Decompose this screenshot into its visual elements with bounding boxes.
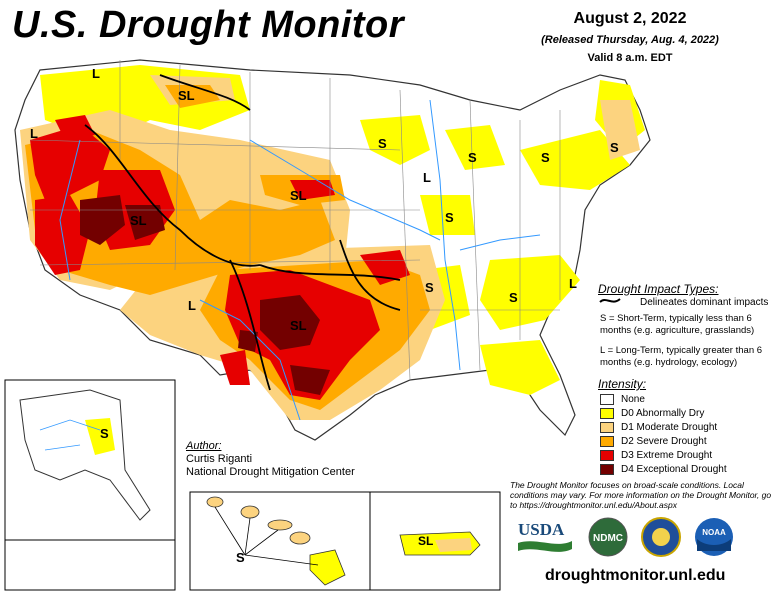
label-l-nm: L [188,298,196,313]
legend-row-d0: D0 Abnormally Dry [600,406,727,420]
legend-label: D1 Moderate Drought [621,421,718,433]
swatch-d3 [600,449,614,461]
legend-label: None [621,393,645,405]
noaa-logo-text: NOAA [702,528,726,537]
label-s-in: S [445,210,454,225]
puerto-rico-d1 [435,538,472,552]
label-sl-mt: SL [178,88,195,103]
intensity-title: Intensity: [598,377,647,391]
label-l-or: L [30,126,38,141]
impact-line-sample [599,298,621,303]
rivers [59,99,541,421]
label-sl-ut: SL [130,213,147,228]
legend-label: D3 Extreme Drought [621,449,713,461]
impact-labels: L SL L SL SL L SL S S L S S S S S L S S … [30,66,619,565]
disclaimer-note: The Drought Monitor focuses on broad-sca… [510,480,772,510]
map-date: August 2, 2022 [573,10,687,27]
alaska-shape [19,389,151,521]
usda-logo-text: USDA [518,520,565,539]
impact-types-title: Drought Impact Types: [598,282,719,296]
label-l-nc: L [569,276,577,291]
d4-areas [80,195,330,395]
swatch-d0 [600,407,614,419]
alaska-rivers [39,419,101,451]
swatch-d4 [600,463,614,475]
label-sl-tx: SL [290,318,307,333]
ndmc-logo-text: NDMC [593,533,623,544]
hawaii-islands [206,496,346,586]
ndmc-logo: NDMC [588,517,628,557]
author-org: National Drought Mitigation Center [186,466,355,478]
hawaii-pointers [214,506,319,566]
impact-long-term: L = Long-Term, typically greater than 6 … [600,345,763,368]
legend-label: D0 Abnormally Dry [621,407,705,419]
swatch-d2 [600,435,614,447]
swatch-d1 [600,421,614,433]
legend-label: D4 Exceptional Drought [621,463,727,475]
label-l-nw: L [92,66,100,81]
label-s-wi: S [378,136,387,151]
label-s-ar: S [425,280,434,295]
label-s-hi: S [236,550,245,565]
release-date: (Released Thursday, Aug. 4, 2022) [541,34,719,46]
map-title: U.S. Drought Monitor [12,4,405,46]
state-boundaries [29,60,561,381]
author-name: Curtis Riganti [186,453,253,465]
label-l-il: L [423,170,431,185]
swatch-none [600,393,614,405]
valid-time: Valid 8 a.m. EDT [587,52,673,64]
label-s-ga: S [509,290,518,305]
label-sl-pr: SL [418,534,433,548]
legend-row-none: None [600,392,727,406]
legend-row-d1: D1 Moderate Drought [600,420,727,434]
legend-label: D2 Severe Drought [621,435,707,447]
label-s-ne: S [610,140,619,155]
noaa-logo: NOAA [695,518,733,556]
partner-logos: USDA NDMC NOAA [518,517,733,557]
impact-delineates: Delineates dominant impacts [640,297,769,308]
legend-row-d3: D3 Extreme Drought [600,448,727,462]
legend-row-d2: D2 Severe Drought [600,434,727,448]
commerce-seal [641,517,681,557]
intensity-legend: None D0 Abnormally Dry D1 Moderate Droug… [600,392,727,476]
label-sl-ne: SL [290,188,307,203]
author-block: Author: Curtis Riganti National Drought … [186,440,355,479]
legend-row-d4: D4 Exceptional Drought [600,462,727,476]
website-url[interactable]: droughtmonitor.unl.edu [545,567,726,584]
author-heading: Author: [186,440,222,452]
usda-logo: USDA [518,520,572,552]
label-s-mi: S [468,150,477,165]
label-s-ak: S [100,426,109,441]
impact-short-term: S = Short-Term, typically less than 6 mo… [600,313,755,336]
impact-boundaries [84,74,401,391]
label-s-pa: S [541,150,550,165]
